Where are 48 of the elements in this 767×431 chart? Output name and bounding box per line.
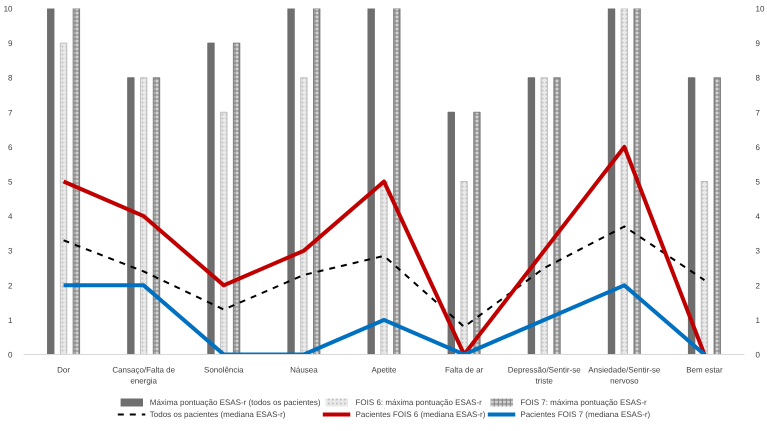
y-tick-label: 0 xyxy=(8,350,14,360)
x-tick-label: Náusea xyxy=(290,366,318,374)
x-tick-label: Bem estar xyxy=(686,366,724,374)
y-tick-label: 7 xyxy=(8,108,14,118)
y-tick-label: 9 xyxy=(8,39,14,48)
y2-tick-label: 10 xyxy=(756,4,765,14)
y-tick-label: 1 xyxy=(8,316,14,325)
y-tick-label: 2 xyxy=(8,281,14,290)
legend-label: Pacientes FOIS 6 (mediana ESAS-r) xyxy=(356,409,486,419)
line-series xyxy=(62,225,706,328)
x-tick-label: Falta de ar xyxy=(444,366,484,374)
y-tick-label: 8 xyxy=(8,74,14,83)
legend-label: FOIS 6: máxima pontuação ESAS-r xyxy=(356,397,482,407)
bar xyxy=(367,8,375,354)
legend-label: FOIS 7: máxima pontuação ESAS-r xyxy=(520,397,647,407)
y-tick-label: 10 xyxy=(4,4,14,14)
bar xyxy=(688,77,696,354)
bar xyxy=(207,42,215,354)
y2-tick-label: 8 xyxy=(756,74,760,83)
legend-label: Máxima pontuação ESAS-r (todos os pacientes) xyxy=(150,397,321,407)
bar xyxy=(528,77,536,354)
x-tick-label: Sonolência xyxy=(204,366,244,374)
y2-tick-label: 2 xyxy=(756,281,760,290)
bar xyxy=(287,8,295,354)
y-tick-label: 5 xyxy=(8,178,14,186)
y-tick-label: 4 xyxy=(8,212,14,222)
bar xyxy=(47,8,54,354)
legend-label: Todos os pacientes (mediana ESAS-r) xyxy=(150,409,286,419)
y2-tick-label: 9 xyxy=(756,39,760,48)
y2-tick-label: 5 xyxy=(756,178,760,186)
legend-label: Pacientes FOIS 7 (mediana ESAS-r) xyxy=(520,409,650,419)
y2-tick-label: 7 xyxy=(756,108,760,118)
line-series xyxy=(62,144,706,354)
x-tick-label: Dor xyxy=(57,366,70,374)
bar xyxy=(127,77,135,354)
bar xyxy=(448,112,455,354)
x-tick-label: Ansiedade/Sentir-se nervoso xyxy=(588,366,661,386)
y2-tick-label: 0 xyxy=(756,350,760,360)
y2-tick-label: 1 xyxy=(756,316,760,325)
bar xyxy=(608,8,616,354)
x-tick-label: Depressão/Sentir-se triste xyxy=(508,366,582,386)
y2-tick-label: 3 xyxy=(756,246,760,256)
x-tick-label: Apetite xyxy=(372,366,398,374)
y-tick-label: 3 xyxy=(8,246,14,256)
y2-tick-label: 6 xyxy=(756,142,760,152)
y-tick-label: 6 xyxy=(8,142,14,152)
x-tick-label: Cansaço/Falta de energia xyxy=(112,366,176,386)
y2-tick-label: 4 xyxy=(756,212,760,222)
